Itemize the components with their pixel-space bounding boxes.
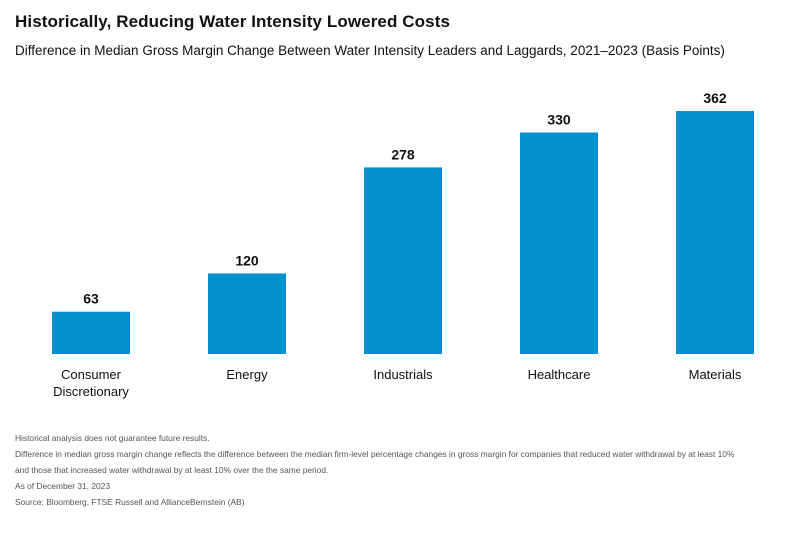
data-label: 278	[391, 146, 415, 162]
category-label: Energy	[226, 367, 268, 382]
chart-subtitle: Difference in Median Gross Margin Change…	[15, 43, 725, 58]
bar-energy	[208, 273, 286, 354]
bar-healthcare	[520, 132, 598, 354]
footnote-source: Source: Bloomberg, FTSE Russell and Alli…	[15, 497, 245, 507]
bar-materials	[676, 111, 754, 354]
data-label: 120	[235, 252, 259, 268]
category-label: Industrials	[373, 367, 433, 382]
bar-consumer-discretionary	[52, 311, 130, 354]
footnotes: Historical analysis does not guarantee f…	[15, 430, 734, 510]
data-label: 63	[83, 291, 99, 307]
bar-industrials	[364, 167, 442, 354]
footnote-definition-1: Difference in median gross margin change…	[15, 449, 735, 459]
footnote-disclaimer: Historical analysis does not guarantee f…	[15, 433, 210, 443]
bar-chart: 63 Consumer Discretionary 120 Energy 278 Indus…	[52, 90, 754, 399]
chart-title: Historically, Reducing Water Intensity L…	[15, 12, 451, 31]
data-label: 330	[547, 111, 571, 127]
category-label: Materials	[689, 367, 742, 382]
footnote-date: As of December 31, 2023	[15, 481, 110, 491]
data-label: 362	[703, 90, 727, 106]
category-label: Consumer Discretionary	[53, 367, 129, 399]
category-label: Healthcare	[528, 367, 591, 382]
footnote-definition-2: and those that increased water withdrawa…	[15, 465, 329, 475]
